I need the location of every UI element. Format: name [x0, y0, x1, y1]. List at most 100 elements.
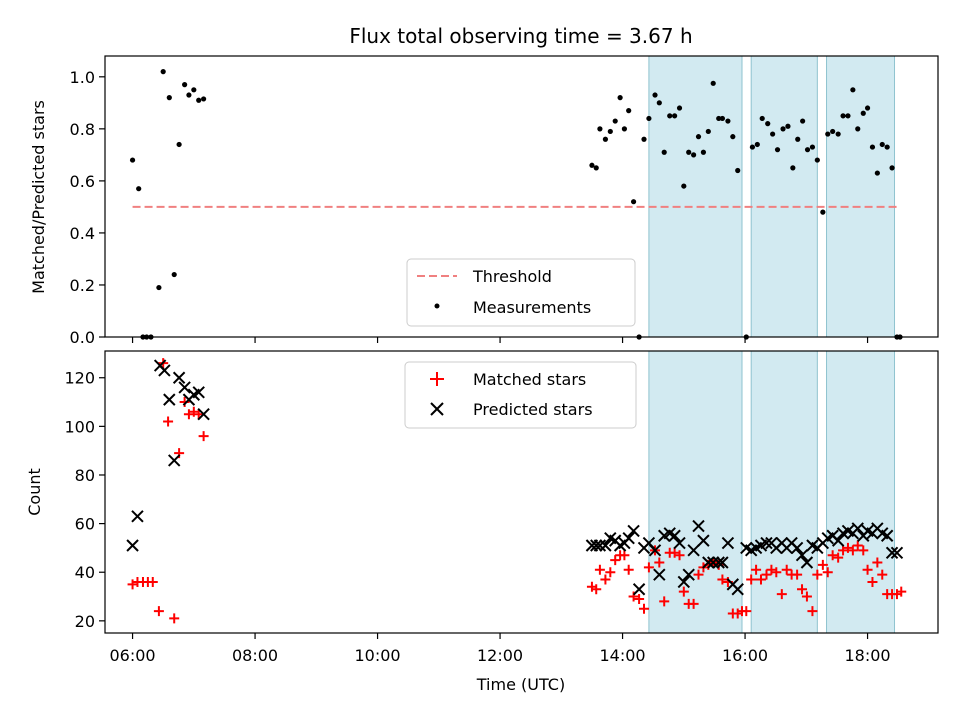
measurement-point [621, 126, 628, 132]
predicted-star-point [851, 522, 864, 535]
legend-matched-swatch [430, 372, 444, 386]
predicted-star-point [692, 519, 705, 533]
measurement-point [840, 113, 846, 119]
matched-star-point [147, 576, 158, 587]
matched-star-point [610, 555, 621, 566]
matched-star-point [169, 613, 180, 624]
predicted-star-point [126, 539, 139, 552]
top-y-axis-label: Matched/Predicted stars [29, 100, 48, 294]
x-tick-label: 08:00 [232, 646, 278, 665]
predicted-star-point [593, 539, 607, 552]
x-tick-label: 06:00 [110, 646, 156, 665]
y-tick-label: 0.2 [70, 276, 95, 295]
predicted-star-point [697, 534, 710, 547]
matched-star-point [822, 567, 833, 578]
predicted-star-point [622, 531, 635, 545]
measurement-point [855, 126, 861, 132]
measurement-point [770, 131, 776, 137]
measurement-point [593, 165, 599, 171]
measurement-point [860, 110, 866, 116]
matched-star-point [852, 540, 863, 551]
y-tick-label: 0.8 [70, 120, 95, 139]
measurement-point [695, 134, 702, 140]
legend-measurements-swatch [434, 303, 440, 309]
measurement-point [182, 82, 188, 88]
matched-star-point [761, 569, 772, 580]
chart-title: Flux total observing time = 3.67 h [349, 24, 692, 48]
measurement-point [725, 118, 731, 124]
matched-star-point [746, 574, 757, 585]
measurement-point [804, 147, 811, 153]
measurement-point [652, 92, 658, 98]
matched-star-point [153, 606, 164, 617]
top-legend: Threshold Measurements [406, 258, 636, 327]
matched-star-point [801, 591, 812, 602]
matched-star-point [717, 574, 728, 585]
measurement-point [800, 118, 806, 124]
matched-star-point [693, 569, 704, 580]
measurement-point [730, 134, 736, 140]
predicted-star-point [712, 556, 725, 569]
matched-star-point [771, 567, 782, 578]
measurement-point [820, 209, 826, 215]
predicted-star-point [885, 546, 899, 559]
predicted-star-point [760, 536, 773, 550]
predicted-star-point [682, 568, 695, 581]
measurement-point [196, 97, 202, 103]
measurement-point [597, 126, 603, 132]
measurement-point [186, 92, 192, 98]
measurement-point [681, 183, 687, 189]
matched-star-point [659, 596, 670, 607]
predicted-star-point [168, 454, 181, 467]
measurement-point [749, 144, 756, 150]
measurement-point [845, 113, 851, 119]
matched-star-point [847, 545, 858, 556]
measurement-point [661, 149, 667, 155]
predicted-star-point [197, 407, 210, 421]
matched-star-point [781, 564, 792, 575]
top-panel: 0.0 0.2 0.4 0.6 0.8 1.0 Matched/Predicted sta… [29, 55, 939, 347]
measurement-point [656, 100, 662, 106]
y-tick-label: 20 [75, 612, 95, 631]
predicted-star-point [716, 556, 729, 569]
measurement-point [825, 131, 831, 137]
shaded-interval [826, 55, 896, 338]
matched-star-point [792, 569, 803, 580]
legend-matched-label: Matched stars [473, 370, 586, 389]
predicted-star-point [192, 386, 205, 399]
matched-star-point [896, 586, 907, 597]
y-tick-label: 100 [64, 417, 95, 436]
predicted-star-point [687, 544, 700, 557]
bottom-axes-frame [104, 350, 939, 634]
x-tick-label: 16:00 [722, 646, 768, 665]
measurement-point [617, 95, 623, 101]
matched-star-point [628, 591, 639, 602]
matched-star-point [643, 562, 654, 573]
matched-star-point [605, 567, 616, 578]
measurement-point [700, 149, 707, 155]
matched-star-point [688, 598, 699, 609]
predicted-star-point [795, 548, 809, 562]
matched-star-point [755, 574, 766, 585]
measurement-point [667, 113, 673, 119]
measurement-point [602, 136, 609, 142]
predicted-star-point [163, 393, 176, 406]
predicted-star-point [599, 539, 612, 552]
matched-star-point [833, 552, 844, 563]
predicted-star-point [590, 539, 603, 552]
y-tick-label: 1.0 [70, 68, 95, 87]
top-y-ticks: 0.0 0.2 0.4 0.6 0.8 1.0 [70, 68, 105, 347]
bottom-panel: 20 40 60 80 100 120 06:00 08:00 10:00 12:00 14:00… [25, 350, 939, 694]
matched-star-point [163, 416, 174, 427]
predicted-star-point [673, 536, 686, 550]
measurement-point [759, 115, 765, 122]
measurement-point [710, 80, 716, 86]
predicted-star-point [172, 371, 186, 384]
measurement-point [672, 113, 678, 119]
predicted-star-point [790, 541, 804, 555]
matched-star-point [827, 550, 838, 561]
matched-star-point [600, 574, 611, 585]
matched-star-point [623, 564, 634, 575]
measurement-point [160, 69, 166, 75]
